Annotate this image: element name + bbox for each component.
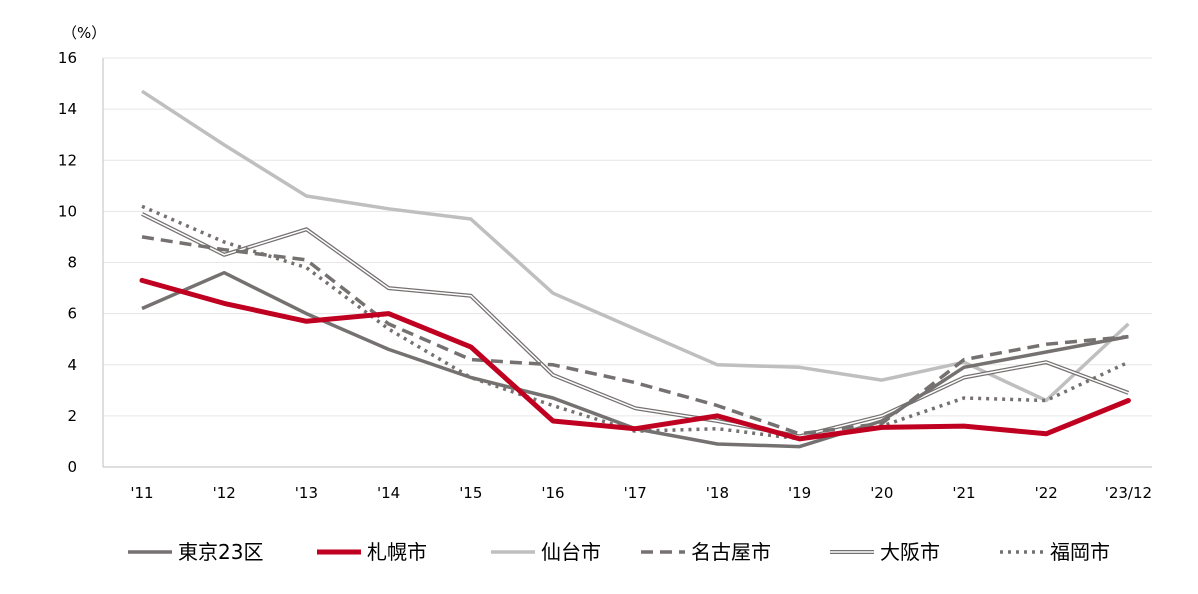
legend-item: 名古屋市 [641, 540, 771, 564]
legend-label: 名古屋市 [691, 540, 771, 564]
series-0 [141, 270, 1129, 449]
series-lines [139, 89, 1131, 449]
legend-item: 東京23区 [128, 540, 263, 564]
series-line-outer [141, 212, 1130, 439]
series-line [141, 89, 1130, 403]
x-tick-label: '23/12 [1105, 484, 1152, 502]
y-tick-label: 6 [67, 305, 77, 323]
series-3 [141, 235, 1129, 436]
x-tick-label: '11 [130, 484, 153, 502]
y-unit-label: （%） [62, 24, 106, 42]
x-tick-label: '16 [541, 484, 564, 502]
y-tick-label: 4 [67, 356, 77, 374]
legend-label: 福岡市 [1050, 540, 1110, 564]
x-tick-label: '19 [788, 484, 811, 502]
legend-item: 大阪市 [830, 540, 940, 564]
x-tick-label: '12 [213, 484, 236, 502]
series-line [139, 277, 1131, 442]
legend-label: 東京23区 [178, 540, 263, 564]
series-2 [141, 89, 1130, 403]
series-4 [141, 212, 1130, 439]
legend-item: 札幌市 [317, 540, 427, 564]
legend-label: 仙台市 [541, 540, 601, 564]
legend-label: 札幌市 [367, 540, 427, 564]
x-tick-label: '22 [1035, 484, 1058, 502]
legend-item: 福岡市 [1000, 540, 1110, 564]
series-line-inner [141, 213, 1129, 438]
y-tick-label: 14 [58, 100, 77, 118]
x-tick-label: '21 [952, 484, 975, 502]
y-tick-labels: 0 2 4 6 8 10 12 14 16 [58, 49, 77, 476]
legend-label: 大阪市 [880, 540, 940, 564]
y-tick-label: 16 [58, 49, 77, 67]
x-tick-labels: '11 '12 '13 '14 '15 '16 '17 '18 '19 '20 '21 '22 '23/… [130, 484, 1152, 502]
series-line [141, 204, 1130, 441]
y-tick-label: 12 [58, 151, 77, 169]
legend-item: 仙台市 [491, 540, 601, 564]
x-tick-label: '15 [459, 484, 482, 502]
x-tick-label: '13 [295, 484, 318, 502]
series-line [141, 235, 1129, 436]
y-tick-label: 10 [58, 202, 77, 220]
x-tick-label: '17 [624, 484, 647, 502]
x-tick-label: '20 [870, 484, 893, 502]
series-line [141, 270, 1129, 449]
x-tick-label: '14 [377, 484, 400, 502]
y-tick-label: 8 [67, 254, 77, 272]
y-tick-label: 2 [67, 407, 77, 425]
x-tick-label: '18 [706, 484, 729, 502]
legend: 東京23区 札幌市 仙台市 名古屋市 大阪市 福岡市 [128, 540, 1110, 564]
series-5 [141, 204, 1130, 441]
y-tick-label: 0 [67, 458, 77, 476]
series-1 [139, 277, 1131, 442]
